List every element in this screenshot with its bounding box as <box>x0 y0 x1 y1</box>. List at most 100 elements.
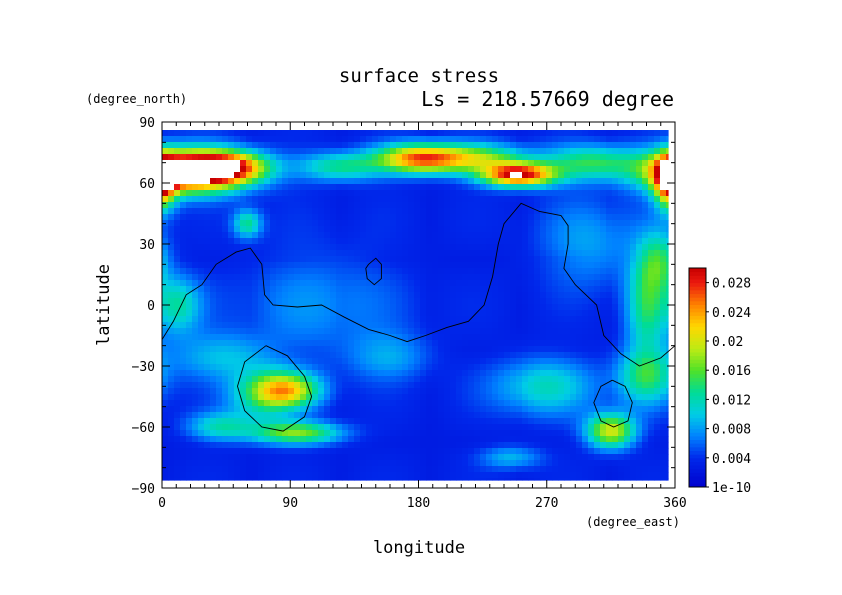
field-cell <box>600 322 607 329</box>
field-cell <box>354 352 361 359</box>
field-cell <box>246 406 253 413</box>
field-cell <box>612 358 619 365</box>
field-cell <box>420 454 427 461</box>
field-cell <box>570 160 577 167</box>
field-cell <box>366 304 373 311</box>
field-cell <box>612 400 619 407</box>
field-cell <box>234 280 241 287</box>
field-cell <box>222 220 229 227</box>
field-cell <box>282 454 289 461</box>
field-cell <box>258 304 265 311</box>
field-cell <box>270 184 277 191</box>
field-cell <box>432 442 439 449</box>
field-cell <box>552 316 559 323</box>
field-cell <box>180 274 187 281</box>
field-cell <box>372 388 379 395</box>
field-cell <box>252 364 259 371</box>
field-cell <box>414 376 421 383</box>
field-cell <box>414 472 421 479</box>
field-cell <box>540 232 547 239</box>
field-cell <box>492 376 499 383</box>
field-cell <box>576 340 583 347</box>
field-cell <box>228 376 235 383</box>
field-cell <box>210 250 217 257</box>
field-cell <box>228 382 235 389</box>
field-cell <box>456 196 463 203</box>
field-cell <box>258 256 265 263</box>
field-cell <box>468 286 475 293</box>
field-cell <box>528 262 535 269</box>
field-cell <box>630 370 637 377</box>
field-cell <box>180 268 187 275</box>
field-cell <box>288 442 295 449</box>
field-cell <box>336 280 343 287</box>
field-cell <box>222 196 229 203</box>
field-cell <box>414 220 421 227</box>
field-cell <box>324 268 331 275</box>
field-cell <box>522 268 529 275</box>
field-cell <box>564 466 571 473</box>
field-cell <box>624 196 631 203</box>
field-cell <box>474 358 481 365</box>
field-cell <box>396 262 403 269</box>
field-cell <box>186 454 193 461</box>
field-cell <box>558 352 565 359</box>
field-cell <box>294 160 301 167</box>
field-cell <box>654 304 661 311</box>
field-cell <box>312 166 319 173</box>
field-cell <box>180 322 187 329</box>
field-cell <box>528 388 535 395</box>
field-cell <box>666 394 669 401</box>
field-cell <box>516 232 523 239</box>
field-cell <box>654 220 661 227</box>
field-cell <box>408 478 415 481</box>
field-cell <box>432 316 439 323</box>
field-cell <box>486 430 493 437</box>
field-cell <box>258 328 265 335</box>
field-cell <box>288 262 295 269</box>
field-cell <box>270 454 277 461</box>
field-cell <box>276 430 283 437</box>
field-cell <box>324 280 331 287</box>
field-cell <box>462 460 469 467</box>
field-cell <box>348 232 355 239</box>
field-cell <box>654 334 661 341</box>
field-cell <box>516 406 523 413</box>
field-cell <box>522 346 529 353</box>
field-cell <box>294 136 301 143</box>
field-cell <box>618 142 625 149</box>
field-cell <box>354 304 361 311</box>
field-cell <box>510 376 517 383</box>
field-cell <box>522 382 529 389</box>
field-cell <box>162 244 169 251</box>
field-cell <box>234 370 241 377</box>
field-cell <box>390 448 397 455</box>
field-cell <box>504 142 511 149</box>
field-cell <box>660 148 667 155</box>
field-cell <box>198 466 205 473</box>
field-cell <box>210 280 217 287</box>
field-cell <box>192 358 199 365</box>
field-cell <box>390 154 397 161</box>
field-cell <box>204 406 211 413</box>
field-cell <box>570 286 577 293</box>
field-cell <box>552 412 559 419</box>
field-cell <box>660 394 667 401</box>
field-cell <box>396 256 403 263</box>
field-cell <box>552 298 559 305</box>
field-cell <box>228 160 235 167</box>
field-cell <box>366 442 373 449</box>
field-cell <box>330 454 337 461</box>
field-cell <box>324 406 331 413</box>
field-cell <box>252 424 259 431</box>
field-cell <box>192 334 199 341</box>
field-cell <box>210 352 217 359</box>
field-cell <box>528 214 535 221</box>
field-cell <box>318 376 325 383</box>
field-cell <box>234 334 241 341</box>
field-cell <box>480 148 487 155</box>
field-cell <box>426 160 433 167</box>
field-cell <box>648 376 655 383</box>
field-cell <box>414 382 421 389</box>
field-cell <box>594 364 601 371</box>
